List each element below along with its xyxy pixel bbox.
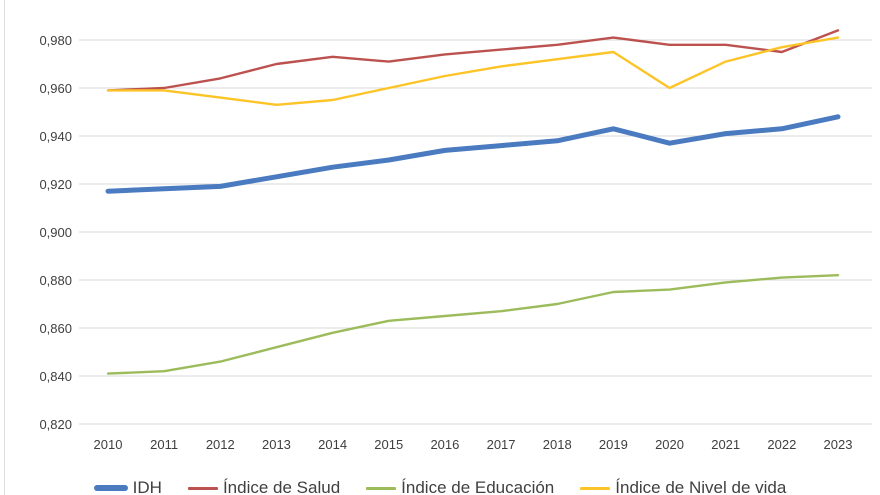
x-axis-tick-label: 2018 [542,437,572,452]
x-axis-tick-label: 2023 [823,437,853,452]
x-axis-tick-label: 2021 [711,437,741,452]
x-axis-tick-label: 2013 [261,437,291,452]
x-axis-tick-label: 2014 [318,437,348,452]
y-axis-tick-label: 0,920 [39,177,72,192]
x-axis-tick-label: 2017 [486,437,516,452]
legend-line-marker-icon [366,486,397,490]
series-line-idh [105,114,841,194]
y-axis-tick-label: 0,900 [39,225,72,240]
x-axis-tick-label: 2019 [598,437,628,452]
x-axis-tick-label: 2010 [93,437,123,452]
legend-line-marker-icon [580,486,611,490]
chart-legend: IDH Índice de Salud Índice de Educación Índ… [0,478,880,495]
series-line-ndice-de-salud [106,29,840,92]
y-axis-tick-label: 0,880 [39,273,72,288]
x-axis-tick-label: 2020 [655,437,684,452]
x-axis-tick-label: 2016 [430,437,460,452]
legend-line-marker-icon [93,485,128,491]
x-axis-tick-label: 2011 [150,437,179,452]
legend-label: Índice de Salud [222,478,341,495]
legend-item-ndice-de-salud: Índice de Salud [187,478,341,495]
legend-item-idh: IDH [93,478,162,495]
y-axis-tick-label: 0,980 [39,33,72,48]
series-line-ndice-de-educaci-n [106,274,840,375]
y-axis-tick-label: 0,960 [39,81,72,96]
y-axis-tick-label: 0,820 [39,417,72,432]
series-line-ndice-de-nivel-de-vida [106,36,840,107]
legend-line-marker-icon [187,486,218,490]
x-axis-tick-label: 2012 [205,437,235,452]
page-edge-divider [4,0,5,495]
legend-item-ndice-de-educaci-n: Índice de Educación [366,478,554,495]
x-axis-tick-label: 2022 [767,437,797,452]
y-axis-tick-label: 0,840 [39,369,72,384]
y-axis-tick-label: 0,860 [39,321,72,336]
legend-item-ndice-de-nivel-de-vida: Índice de Nivel de vida [580,478,786,495]
legend-label: IDH [132,478,162,495]
legend-label: Índice de Nivel de vida [615,478,787,495]
y-axis-tick-label: 0,940 [39,129,72,144]
legend-label: Índice de Educación [401,478,555,495]
x-axis-tick-label: 2015 [374,437,404,452]
